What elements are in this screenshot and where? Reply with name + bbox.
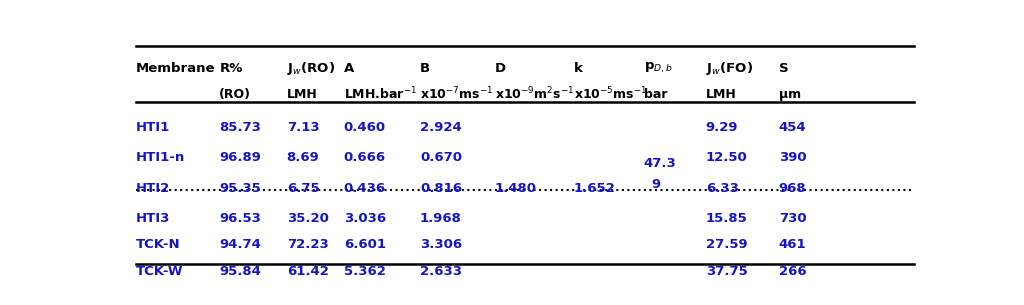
Text: 94.74: 94.74 [219,238,261,251]
Text: 6.33: 6.33 [706,181,738,195]
Text: 3.036: 3.036 [344,212,386,225]
Text: k: k [574,62,583,75]
Text: 2.924: 2.924 [420,120,462,134]
Text: 96.53: 96.53 [219,212,261,225]
Text: 0.666: 0.666 [344,151,386,164]
Text: 9: 9 [652,178,660,191]
Text: 0.816: 0.816 [420,181,462,195]
Text: 5.362: 5.362 [344,265,386,278]
Text: 95.35: 95.35 [219,181,261,195]
Text: 968: 968 [778,181,806,195]
Text: 72.23: 72.23 [287,238,329,251]
Text: 95.84: 95.84 [219,265,261,278]
Text: 0.670: 0.670 [420,151,462,164]
Text: 37.75: 37.75 [706,265,748,278]
Text: 6.601: 6.601 [344,238,386,251]
Text: x10$^{-5}$ms$^{-1}$: x10$^{-5}$ms$^{-1}$ [574,86,647,102]
Text: J$_w$(FO): J$_w$(FO) [706,60,753,77]
Text: 12.50: 12.50 [706,151,748,164]
Text: 390: 390 [778,151,806,164]
Text: 461: 461 [778,238,806,251]
Text: R%: R% [219,62,243,75]
Text: A: A [344,62,354,75]
Text: Membrane: Membrane [136,62,215,75]
Text: LMH.bar$^{-1}$: LMH.bar$^{-1}$ [344,86,417,102]
Text: 15.85: 15.85 [706,212,748,225]
Text: 3.306: 3.306 [420,238,462,251]
Text: 2.633: 2.633 [420,265,462,278]
Text: HTI1-n: HTI1-n [136,151,185,164]
Text: B: B [420,62,430,75]
Text: p$_{D,b}$: p$_{D,b}$ [644,61,673,75]
Text: 730: 730 [778,212,806,225]
Text: 85.73: 85.73 [219,120,261,134]
Text: 1.652: 1.652 [574,181,615,195]
Text: LMH: LMH [706,88,736,101]
Text: 9.29: 9.29 [706,120,738,134]
Text: 35.20: 35.20 [287,212,329,225]
Text: TCK-W: TCK-W [136,265,183,278]
Text: J$_w$(RO): J$_w$(RO) [287,60,335,77]
Text: HTI1: HTI1 [136,120,170,134]
Text: LMH: LMH [287,88,317,101]
Text: 266: 266 [778,265,806,278]
Text: TCK-N: TCK-N [136,238,180,251]
Text: HTI3: HTI3 [136,212,170,225]
Text: 454: 454 [778,120,806,134]
Text: 96.89: 96.89 [219,151,261,164]
Text: 61.42: 61.42 [287,265,329,278]
Text: D: D [495,62,506,75]
Text: 47.3: 47.3 [644,157,677,170]
Text: 0.436: 0.436 [344,181,386,195]
Text: 7.13: 7.13 [287,120,319,134]
Text: 27.59: 27.59 [706,238,748,251]
Text: bar: bar [644,88,668,101]
Text: 1.968: 1.968 [420,212,462,225]
Text: x10$^{-9}$m$^2$s$^{-1}$: x10$^{-9}$m$^2$s$^{-1}$ [495,86,574,102]
Text: 8.69: 8.69 [287,151,319,164]
Text: HTI2: HTI2 [136,181,170,195]
Text: 0.460: 0.460 [344,120,386,134]
Text: (RO): (RO) [219,88,251,101]
Text: 1.480: 1.480 [495,181,537,195]
Text: μm: μm [778,88,801,101]
Text: x10$^{-7}$ms$^{-1}$: x10$^{-7}$ms$^{-1}$ [420,86,494,102]
Text: S: S [778,62,788,75]
Text: 6.75: 6.75 [287,181,319,195]
